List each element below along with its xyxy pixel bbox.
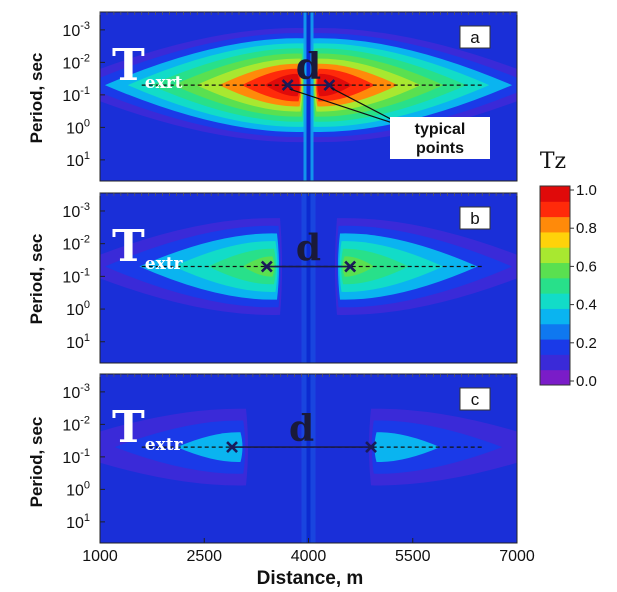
colorbar-title: Tz xyxy=(540,149,566,174)
contour-left-0.6 xyxy=(242,256,275,277)
center-line xyxy=(306,374,311,543)
x-marker xyxy=(281,79,294,92)
x-marker xyxy=(365,441,377,454)
colorbar-tick-label: 1.0 xyxy=(576,182,597,199)
center-line xyxy=(306,193,311,363)
y-tick-label: 10-1 xyxy=(62,447,90,467)
panel-c: 10-3 10-2 10-1 100 101 c Textr d 1000 2500 4000 550… xyxy=(62,373,535,565)
y-axis-label-b: Period, sec xyxy=(27,234,46,325)
extremum-annotation: Texrt xyxy=(112,40,183,93)
panel-letter: c xyxy=(459,387,491,411)
y-tick-label: 10-1 xyxy=(62,266,90,286)
y-tick-label: 10-3 xyxy=(62,382,90,402)
callout-text: typical xyxy=(415,121,466,138)
panel-letter: b xyxy=(459,206,491,230)
y-tick-label: 100 xyxy=(66,479,90,499)
y-tick-label: 10-3 xyxy=(62,201,90,221)
colorbar-segment xyxy=(540,339,570,355)
x-marker xyxy=(226,441,238,454)
y-tick-label: 100 xyxy=(66,299,90,319)
panel-letter-box xyxy=(459,387,491,411)
x-marker xyxy=(344,260,357,273)
panel-letter: a xyxy=(459,25,491,49)
x-tick-label: 4000 xyxy=(291,548,327,565)
colorbar: 0.0 0.2 0.4 0.6 0.8 1.0 xyxy=(539,182,597,390)
y-tick-label: 101 xyxy=(66,150,90,170)
colorbar-segment xyxy=(540,293,570,309)
extremum-annotation: Textr xyxy=(112,221,184,274)
panel-letter-text: a xyxy=(470,28,480,47)
callout-text: points xyxy=(416,140,464,157)
contour-right-1.0 xyxy=(317,73,353,97)
contour-right-0.3 xyxy=(374,432,441,462)
colorbar-segment xyxy=(540,323,570,340)
panel-letter-box xyxy=(459,206,491,230)
contour-left-0.3 xyxy=(176,432,243,462)
x-axis-label: Distance, m xyxy=(257,568,364,589)
distance-label: d xyxy=(296,228,321,270)
panel-a: 10-3 10-2 10-1 100 101 a Texrt d typical points xyxy=(62,11,518,182)
colorbar-segment xyxy=(540,308,570,325)
distance-label: d xyxy=(296,46,321,88)
y-tick-label: 10-2 xyxy=(62,414,90,434)
panel-letter-box xyxy=(459,25,491,49)
heatmap-field xyxy=(100,193,517,363)
center-line xyxy=(306,12,311,181)
typical-point-marker xyxy=(260,260,273,273)
panel-letter-text: c xyxy=(471,390,480,409)
x-tick-label: 1000 xyxy=(82,548,118,565)
colorbar-tick-label: 0.6 xyxy=(576,258,597,275)
colorbar-segment xyxy=(540,354,570,371)
colorbar-tick-label: 0.2 xyxy=(576,335,597,352)
panel-b: 10-3 10-2 10-1 100 101 b Textr d xyxy=(62,192,518,364)
distance-label: d xyxy=(289,408,314,450)
extremum-annotation: Textr xyxy=(112,402,184,455)
typical-point-marker xyxy=(281,79,294,92)
callout-box xyxy=(390,117,490,159)
y-tick-label: 10-2 xyxy=(62,234,90,254)
x-tick-label: 7000 xyxy=(499,548,535,565)
colorbar-segment xyxy=(540,231,570,248)
x-tick-label: 5500 xyxy=(395,548,431,565)
y-tick-label: 101 xyxy=(66,512,90,532)
colorbar-segment xyxy=(540,201,570,218)
callout-line xyxy=(289,88,409,129)
colorbar-segment xyxy=(540,216,570,233)
colorbar-segment xyxy=(540,247,570,264)
colorbar-tick-label: 0.0 xyxy=(576,373,597,390)
x-tick-label: 2500 xyxy=(186,548,222,565)
colorbar-segment xyxy=(540,277,570,294)
colorbar-frame xyxy=(539,185,571,386)
y-tick-label: 10-3 xyxy=(62,20,90,40)
y-axis-label-c: Period, sec xyxy=(27,417,46,508)
y-tick-label: 10-1 xyxy=(62,85,90,105)
y-tick-label: 100 xyxy=(66,117,90,137)
typical-point-marker xyxy=(344,260,357,273)
x-marker xyxy=(260,260,273,273)
colorbar-segment xyxy=(540,262,570,279)
colorbar-tick-label: 0.8 xyxy=(576,220,597,237)
typical-point-marker xyxy=(226,441,238,454)
colorbar-tick-label: 0.4 xyxy=(576,297,597,314)
colorbar-segment xyxy=(540,369,570,386)
contour-right-0.6 xyxy=(342,256,375,277)
y-tick-label: 101 xyxy=(66,332,90,352)
y-tick-label: 10-2 xyxy=(62,52,90,72)
panel-letter-text: b xyxy=(470,209,479,228)
typical-point-marker xyxy=(365,441,377,454)
colorbar-segment xyxy=(540,186,570,202)
typical-points-callout: typical points xyxy=(390,117,490,159)
y-axis-label-a: Period, sec xyxy=(27,53,46,144)
